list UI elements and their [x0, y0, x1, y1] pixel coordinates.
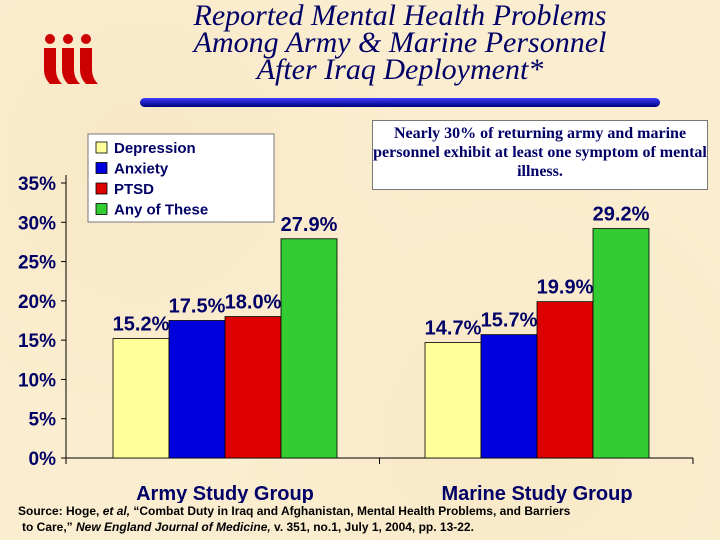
title-line-1: Reported Mental Health Problems — [193, 0, 607, 32]
data-label: 19.9% — [537, 277, 594, 299]
y-tick-label: 25% — [18, 253, 56, 274]
source-citation: Source: Hoge, et al, “Combat Duty in Ira… — [18, 503, 708, 535]
data-label: 29.2% — [593, 204, 650, 226]
chart-axes: 0% 5% 10% 15% 20% 25% 30% 35% — [18, 174, 694, 470]
bar-depression — [112, 338, 170, 459]
title-divider — [140, 98, 660, 107]
source-line2-start: to Care,” — [22, 520, 77, 534]
bar-ptsd — [536, 301, 594, 459]
chart-data-labels: 15.2%17.5% 18.0% 27.9% 14.7% 15.7% 19.9% 29.2% — [113, 204, 650, 340]
chart-legend: Depression Anxiety PTSD Any of These — [87, 133, 275, 223]
y-tick-label: 35% — [18, 174, 56, 195]
legend-swatch — [95, 182, 108, 195]
legend-label: Any of These — [114, 202, 208, 219]
bar-chart: 0% 5% 10% 15% 20% 25% 30% 35% 15.2%17.5% 18.0% 27… — [18, 133, 694, 503]
legend-swatch — [95, 162, 108, 174]
source-line-1: Source: Hoge, et al, “Combat Duty in Ira… — [18, 503, 708, 519]
source-prefix: Source: Hoge, — [18, 504, 103, 518]
data-label: 15.7% — [481, 310, 538, 332]
bar-anxiety — [168, 320, 226, 459]
source-journal: New England Journal of Medicine, — [76, 520, 271, 534]
bar-any-of-these — [592, 228, 650, 459]
x-category-label: Marine Study Group — [441, 483, 632, 503]
source-etal: et al, — [102, 504, 131, 518]
data-label: 15.2% — [113, 314, 170, 336]
y-tick-label: 30% — [18, 213, 56, 234]
chart-bars — [112, 228, 650, 459]
y-tick-label: 10% — [18, 370, 56, 391]
legend-label: Depression — [114, 140, 196, 157]
legend-box — [87, 133, 275, 223]
data-label: 14.7% — [425, 318, 482, 340]
y-tick-label: 20% — [18, 292, 56, 313]
bar-anxiety — [480, 334, 538, 459]
source-line2-end: v. 351, no.1, July 1, 2004, pp. 13-22. — [270, 520, 474, 534]
x-category-label: Army Study Group — [136, 483, 314, 503]
data-label: 17.5% — [169, 296, 226, 318]
legend-label: Anxiety — [114, 161, 169, 178]
data-label: 27.9% — [281, 214, 338, 236]
source-title: “Combat Duty in Iraq and Afghanistan, Me… — [130, 504, 571, 518]
legend-label: PTSD — [114, 181, 154, 198]
bar-depression — [424, 342, 482, 459]
chart-category-labels: Army Study Group Marine Study Group — [136, 483, 632, 503]
data-label: 18.0% — [225, 292, 282, 314]
legend-swatch — [95, 141, 108, 154]
title-line-3: After Iraq Deployment* — [256, 53, 544, 86]
page-title: Reported Mental Health Problems Among Ar… — [135, 0, 665, 86]
title-line-2: Among Army & Marine Personnel — [193, 26, 607, 59]
iii-logo-icon — [44, 34, 98, 84]
y-tick-label: 5% — [29, 410, 57, 431]
y-tick-label: 0% — [29, 449, 57, 470]
legend-swatch — [95, 203, 108, 215]
callout-box: Nearly 30% of returning army and marine … — [372, 120, 708, 190]
bar-any-of-these — [280, 238, 338, 459]
source-line-2: to Care,” New England Journal of Medicin… — [18, 519, 708, 535]
y-tick-label: 15% — [18, 331, 56, 352]
bar-ptsd — [224, 316, 282, 459]
